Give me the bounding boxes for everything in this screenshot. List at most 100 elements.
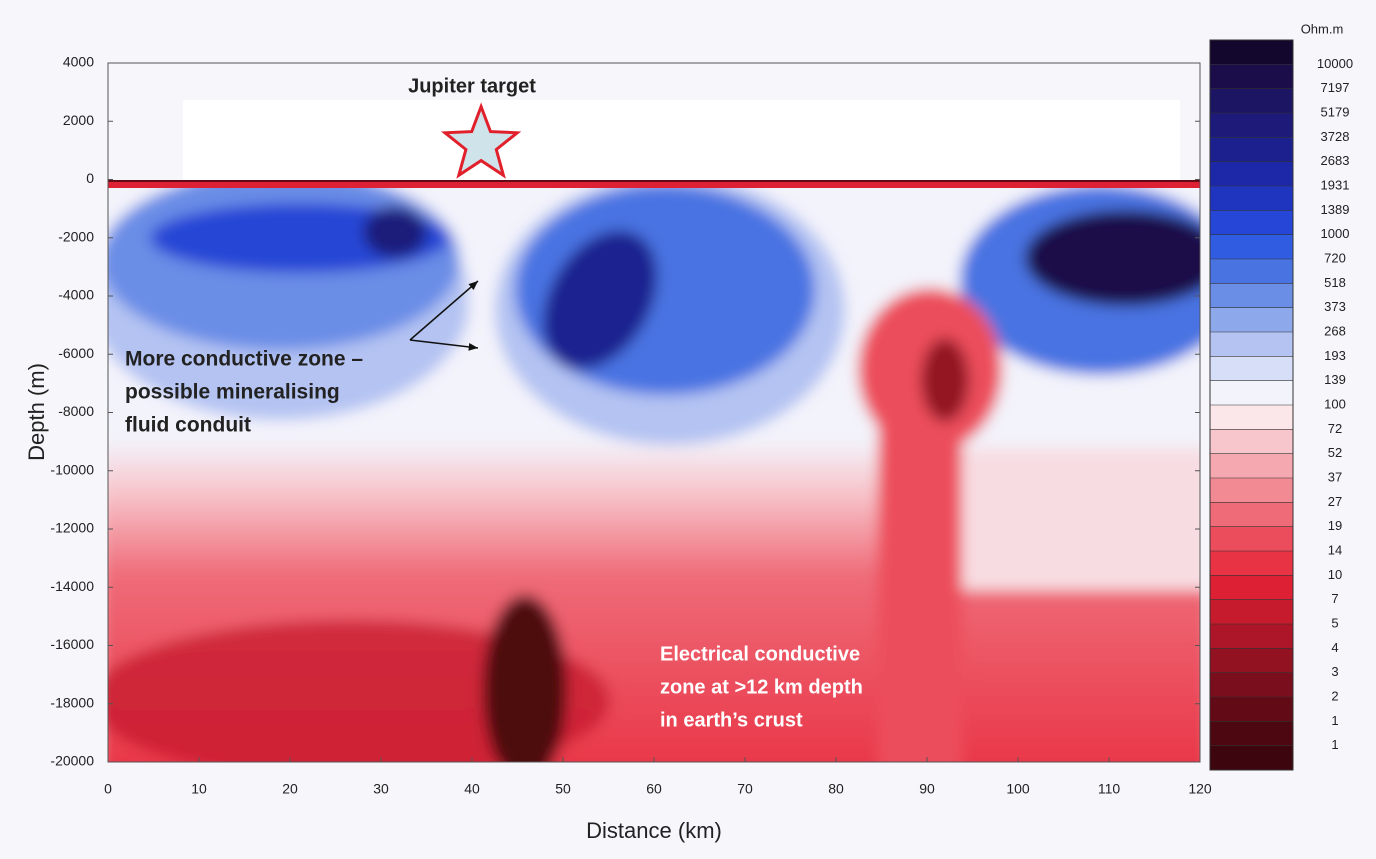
colorbar-band bbox=[1210, 697, 1293, 722]
annotation: in earth’s crust bbox=[660, 709, 803, 731]
colorbar-label: 72 bbox=[1328, 421, 1342, 436]
colorbar-label: 14 bbox=[1328, 542, 1342, 557]
colorbar-label: 2 bbox=[1331, 688, 1338, 703]
x-tick-label: 120 bbox=[1188, 781, 1212, 797]
colorbar-band bbox=[1210, 453, 1293, 479]
arrow-line bbox=[409, 280, 479, 341]
y-tick-label: 4000 bbox=[63, 54, 94, 70]
annotation: Electrical conductive bbox=[660, 643, 860, 665]
colorbar-label: 4 bbox=[1331, 640, 1338, 655]
colorbar-label: 37 bbox=[1328, 469, 1342, 484]
colorbar-band bbox=[1210, 575, 1293, 601]
annotation: zone at >12 km depth bbox=[660, 676, 863, 698]
colorbar-label: 518 bbox=[1324, 275, 1346, 290]
air-region bbox=[183, 100, 1180, 180]
colorbar-label: 5179 bbox=[1321, 104, 1350, 119]
colorbar-band bbox=[1210, 429, 1293, 455]
colorbar-band bbox=[1210, 526, 1293, 552]
y-tick-label: -12000 bbox=[50, 520, 94, 536]
colorbar-label: 268 bbox=[1324, 323, 1346, 338]
annotation: possible mineralising bbox=[125, 381, 340, 404]
colorbar-band bbox=[1210, 210, 1293, 236]
colorbar-band bbox=[1210, 40, 1293, 65]
y-tick-label: -4000 bbox=[58, 287, 94, 303]
colorbar-band bbox=[1210, 161, 1293, 187]
arrow-head bbox=[468, 281, 478, 290]
x-tick-label: 20 bbox=[282, 781, 298, 797]
x-tick-label: 60 bbox=[646, 781, 662, 797]
y-tick-label: -20000 bbox=[50, 753, 94, 769]
x-axis-label: Distance (km) bbox=[586, 818, 722, 843]
x-tick-label: 40 bbox=[464, 781, 480, 797]
colorbar-band bbox=[1210, 721, 1293, 747]
y-tick-label: -10000 bbox=[50, 461, 94, 477]
y-tick-label: -18000 bbox=[50, 694, 94, 710]
colorbar-band bbox=[1210, 478, 1293, 503]
y-tick-label: -6000 bbox=[58, 345, 94, 361]
colorbar-band bbox=[1210, 356, 1293, 382]
colorbar-band bbox=[1210, 502, 1293, 528]
x-tick-label: 50 bbox=[555, 781, 571, 797]
colorbar-label: 1 bbox=[1331, 737, 1338, 752]
colorbar-label: 1931 bbox=[1321, 177, 1350, 192]
colorbar-label: 720 bbox=[1324, 250, 1346, 265]
y-tick-label: -8000 bbox=[58, 403, 94, 419]
colorbar-band bbox=[1210, 64, 1293, 90]
colorbar-label: 7 bbox=[1331, 591, 1338, 606]
y-tick-label: 2000 bbox=[63, 112, 94, 128]
colorbar-label: 7197 bbox=[1321, 80, 1350, 95]
colorbar-label: 139 bbox=[1324, 372, 1346, 387]
x-tick-label: 100 bbox=[1006, 781, 1030, 797]
colorbar-band bbox=[1210, 113, 1293, 138]
resistivity-section bbox=[108, 180, 1200, 762]
x-tick-label: 0 bbox=[104, 781, 112, 797]
colorbar-frame bbox=[1209, 39, 1294, 771]
x-tick-label: 70 bbox=[737, 781, 753, 797]
x-tick-label: 10 bbox=[191, 781, 207, 797]
colorbar-band bbox=[1210, 259, 1293, 284]
arrow-head bbox=[468, 343, 478, 351]
colorbar-label: 3728 bbox=[1321, 129, 1350, 144]
colorbar-label: 27 bbox=[1328, 494, 1342, 509]
annotation: Jupiter target bbox=[408, 75, 536, 97]
y-tick-label: -16000 bbox=[50, 636, 94, 652]
colorbar-label: 19 bbox=[1328, 518, 1342, 533]
colorbar-band bbox=[1210, 186, 1293, 211]
annotation: fluid conduit bbox=[125, 414, 251, 437]
colorbar-label: 373 bbox=[1324, 299, 1346, 314]
colorbar-band bbox=[1210, 405, 1293, 430]
colorbar-band bbox=[1210, 234, 1293, 260]
colorbar-label: 100 bbox=[1324, 396, 1346, 411]
y-axis-label: Depth (m) bbox=[24, 363, 49, 461]
colorbar-band bbox=[1210, 624, 1293, 649]
colorbar-label: 2683 bbox=[1321, 153, 1350, 168]
colorbar-label: 10 bbox=[1328, 567, 1342, 582]
x-tick-label: 90 bbox=[919, 781, 935, 797]
annotation: More conductive zone – bbox=[125, 348, 363, 371]
colorbar-band bbox=[1210, 332, 1293, 357]
y-tick-label: -14000 bbox=[50, 578, 94, 594]
y-tick-label: 0 bbox=[86, 170, 94, 186]
x-tick-label: 30 bbox=[373, 781, 389, 797]
colorbar-band bbox=[1210, 88, 1293, 114]
colorbar-band bbox=[1210, 307, 1293, 333]
colorbar-label: 1000 bbox=[1321, 226, 1350, 241]
target-star bbox=[440, 102, 522, 179]
colorbar-label: 5 bbox=[1331, 615, 1338, 630]
colorbar-label: 1 bbox=[1331, 713, 1338, 728]
colorbar-label: 1389 bbox=[1321, 202, 1350, 217]
x-tick-label: 80 bbox=[828, 781, 844, 797]
arrow-line bbox=[409, 339, 479, 349]
colorbar-title: Ohm.m bbox=[1301, 21, 1344, 36]
colorbar-band bbox=[1210, 283, 1293, 309]
colorbar-label: 10000 bbox=[1317, 56, 1353, 71]
colorbar-band bbox=[1210, 745, 1293, 771]
colorbar-label: 52 bbox=[1328, 445, 1342, 460]
colorbar-band bbox=[1210, 648, 1293, 674]
colorbar-band bbox=[1210, 599, 1293, 625]
colorbar-label: 3 bbox=[1331, 664, 1338, 679]
colorbar-label: 193 bbox=[1324, 348, 1346, 363]
colorbar-band bbox=[1210, 551, 1293, 576]
colorbar-band bbox=[1210, 380, 1293, 406]
